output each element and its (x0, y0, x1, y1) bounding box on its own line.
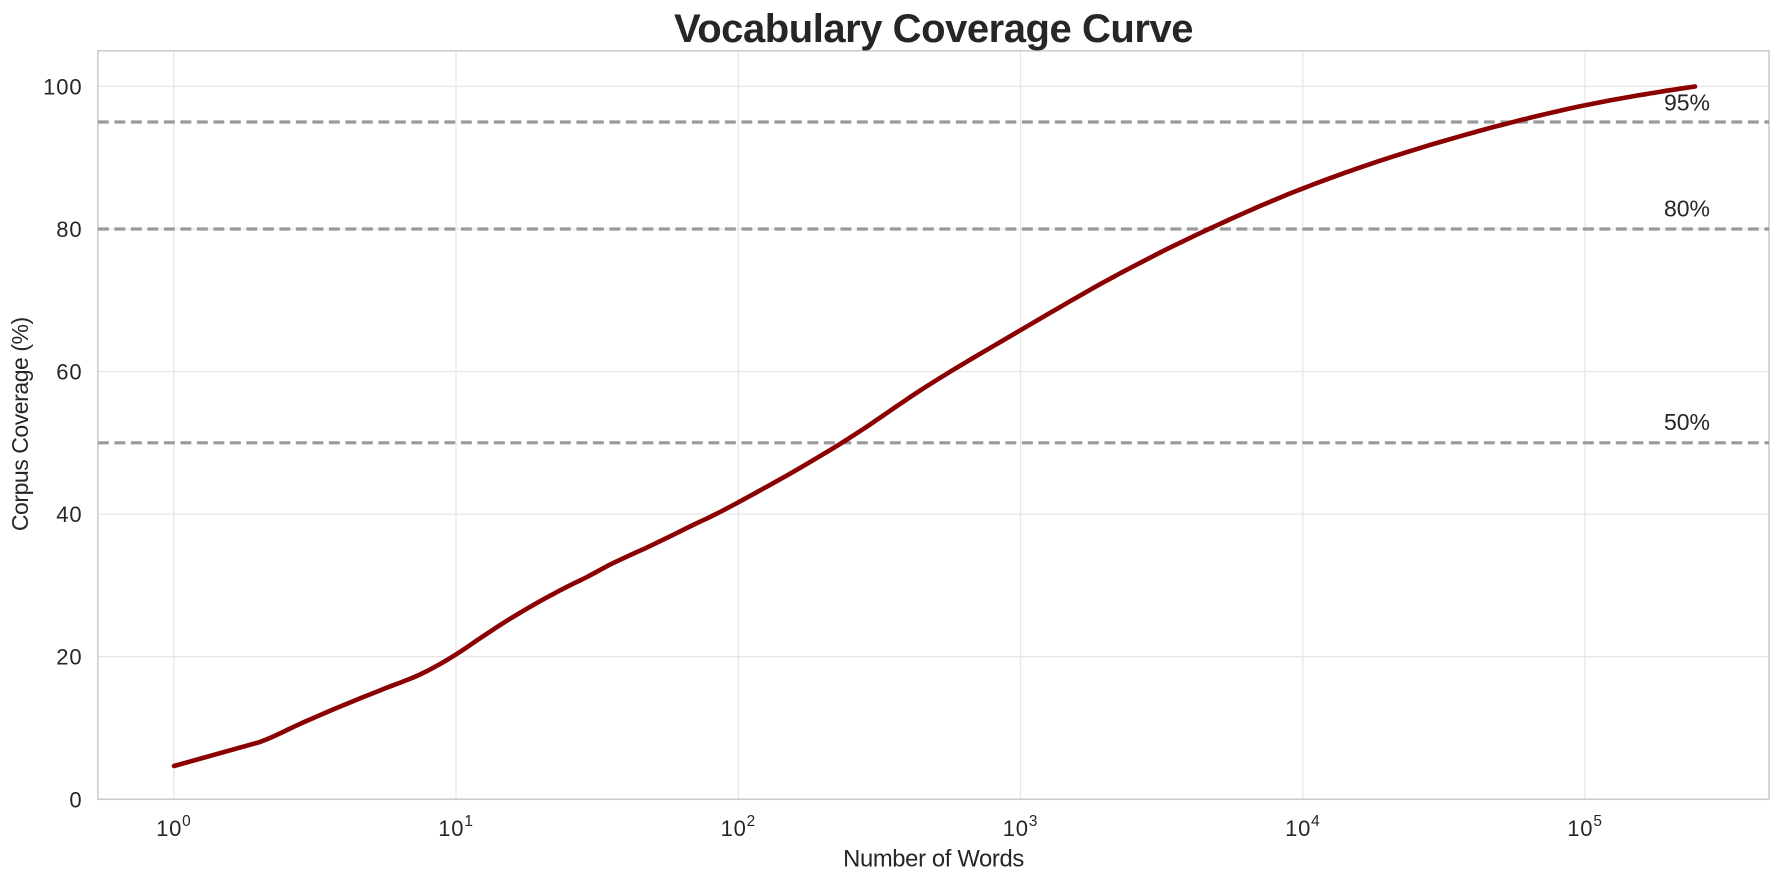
svg-text:Corpus Coverage (%): Corpus Coverage (%) (7, 317, 33, 531)
svg-text:Number of Words: Number of Words (843, 845, 1024, 872)
svg-text:Vocabulary Coverage Curve: Vocabulary Coverage Curve (674, 7, 1193, 51)
svg-text:50%: 50% (1664, 409, 1710, 435)
svg-text:102: 102 (721, 813, 756, 841)
svg-text:60: 60 (56, 360, 82, 385)
svg-text:0: 0 (69, 787, 82, 812)
svg-text:40: 40 (56, 502, 82, 527)
svg-text:95%: 95% (1664, 89, 1710, 115)
svg-text:20: 20 (56, 645, 82, 670)
svg-text:80%: 80% (1664, 195, 1710, 221)
svg-text:100: 100 (43, 74, 82, 99)
svg-text:80: 80 (56, 217, 82, 242)
